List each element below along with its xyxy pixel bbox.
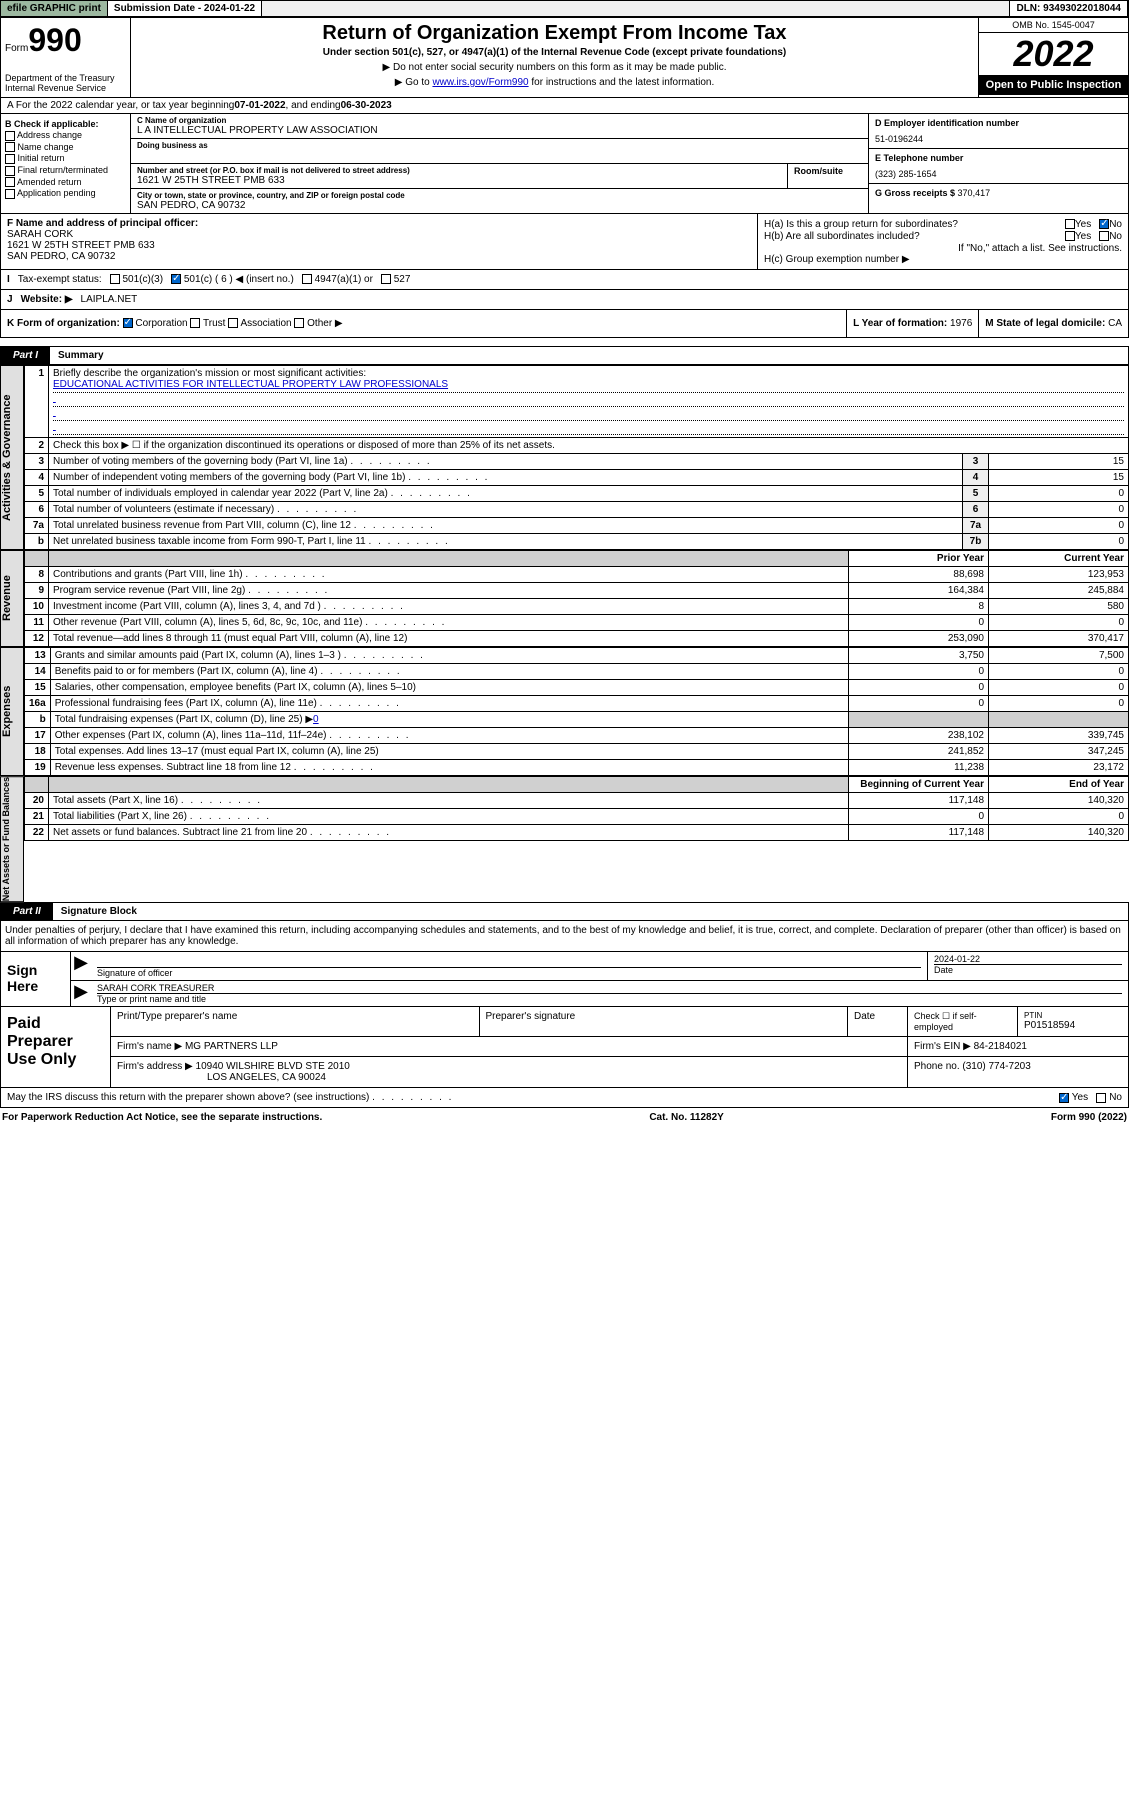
box-d: D Employer identification number 51-0196…: [868, 114, 1128, 213]
line-i: ITax-exempt status: 501(c)(3) 501(c) ( 6…: [0, 270, 1129, 290]
gross-receipts: 370,417: [958, 188, 991, 198]
box-c: C Name of organization L A INTELLECTUAL …: [131, 114, 868, 213]
line-j: JWebsite: ▶LAIPLA.NET: [0, 290, 1129, 310]
section-fh: F Name and address of principal officer:…: [0, 214, 1129, 270]
mission: EDUCATIONAL ACTIVITIES FOR INTELLECTUAL …: [53, 379, 1124, 393]
dln: DLN: 93493022018044: [1009, 1, 1128, 16]
website: LAIPLA.NET: [81, 294, 138, 305]
note-2: ▶ Go to www.irs.gov/Form990 for instruct…: [135, 77, 974, 88]
omb-number: OMB No. 1545-0047: [979, 18, 1128, 33]
org-city: SAN PEDRO, CA 90732: [137, 200, 862, 211]
open-public: Open to Public Inspection: [979, 75, 1128, 95]
form-label: Form: [5, 43, 28, 54]
org-name: L A INTELLECTUAL PROPERTY LAW ASSOCIATIO…: [137, 125, 862, 136]
submission-label: Submission Date - 2024-01-22: [108, 1, 262, 16]
part2-header: Part II Signature Block: [0, 902, 1129, 921]
form-header: Form990 Department of the Treasury Inter…: [0, 17, 1129, 98]
irs-link[interactable]: www.irs.gov/Form990: [432, 77, 528, 88]
revenue-section: Revenue Prior YearCurrent Year 8Contribu…: [0, 550, 1129, 647]
declaration: Under penalties of perjury, I declare th…: [0, 921, 1129, 951]
efile-button[interactable]: efile GRAPHIC print: [1, 1, 108, 16]
phone: (323) 285-1654: [875, 169, 1122, 179]
expenses-section: Expenses 13Grants and similar amounts pa…: [0, 647, 1129, 776]
part1-header: Part I Summary: [0, 346, 1129, 365]
line-k: K Form of organization: Corporation Trus…: [0, 310, 1129, 338]
tax-year: 2022: [979, 33, 1128, 75]
note-1: ▶ Do not enter social security numbers o…: [135, 62, 974, 73]
paid-preparer-block: Paid Preparer Use Only Print/Type prepar…: [0, 1007, 1129, 1088]
dept-label: Department of the Treasury Internal Reve…: [5, 73, 126, 93]
line-a: A For the 2022 calendar year, or tax yea…: [0, 98, 1129, 114]
section-bcd: B Check if applicable: Address change Na…: [0, 114, 1129, 214]
net-assets-section: Net Assets or Fund Balances Beginning of…: [0, 776, 1129, 902]
ein: 51-0196244: [875, 134, 1122, 144]
box-b: B Check if applicable: Address change Na…: [1, 114, 131, 213]
form-number: 990: [28, 22, 81, 58]
form-subtitle: Under section 501(c), 527, or 4947(a)(1)…: [135, 47, 974, 58]
org-address: 1621 W 25TH STREET PMB 633: [137, 175, 781, 186]
box-h: H(a) Is this a group return for subordin…: [758, 214, 1128, 269]
sign-here-block: Sign Here ▶ Signature of officer 2024-01…: [0, 951, 1129, 1007]
top-bar: efile GRAPHIC print Submission Date - 20…: [0, 0, 1129, 17]
box-f: F Name and address of principal officer:…: [1, 214, 758, 269]
discuss-row: May the IRS discuss this return with the…: [0, 1088, 1129, 1108]
governance-section: Activities & Governance 1 Briefly descri…: [0, 365, 1129, 550]
footer: For Paperwork Reduction Act Notice, see …: [0, 1108, 1129, 1127]
form-title: Return of Organization Exempt From Incom…: [135, 22, 974, 45]
